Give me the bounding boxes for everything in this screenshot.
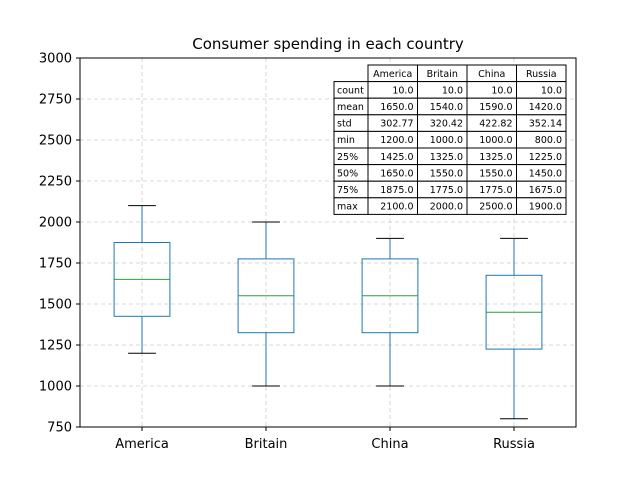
table-cell-value: 2500.0 — [479, 202, 512, 213]
y-tick-label: 1000 — [39, 380, 72, 395]
table-column-header: Russia — [526, 69, 557, 80]
table-row-label: 50% — [337, 168, 358, 179]
y-axis: 750 1000 1250 1500 1750 2000 2250 2500 2750 3000 — [39, 52, 80, 436]
table-cell-value: 800.0 — [535, 135, 562, 146]
box-britain — [237, 221, 295, 387]
statistics-table: America Britain China Russia count 10.0 10.0 10… — [333, 64, 567, 215]
table-row-label: min — [337, 135, 355, 146]
table-cell-value: 1225.0 — [529, 152, 562, 163]
table-cell-value: 1325.0 — [479, 152, 512, 163]
table-cell-value: 1420.0 — [529, 102, 562, 113]
table-cell-value: 1675.0 — [529, 185, 562, 196]
table-cell-value: 352.14 — [529, 119, 562, 130]
table-cell-value: 320.42 — [430, 119, 463, 130]
table-row-label: 75% — [337, 185, 358, 196]
box-china — [361, 237, 419, 387]
x-tick-label: China — [371, 437, 408, 452]
table-cell-value: 422.82 — [479, 119, 512, 130]
table-cell-value: 1775.0 — [479, 185, 512, 196]
box-america — [113, 205, 171, 354]
table-cell-value: 1650.0 — [380, 168, 413, 179]
y-tick-label: 2500 — [39, 134, 72, 149]
table-row-label: std — [337, 119, 352, 130]
table-cell-value: 1875.0 — [380, 185, 413, 196]
table-cell-value: 1900.0 — [529, 202, 562, 213]
table-cell-value: 1200.0 — [380, 135, 413, 146]
chart-title: Consumer spending in each country — [192, 35, 464, 53]
table-cell-value: 1550.0 — [430, 168, 463, 179]
table-cell-value: 1425.0 — [380, 152, 413, 163]
x-tick-label: Britain — [245, 437, 288, 452]
box-russia — [485, 237, 543, 420]
table-row-label: max — [337, 202, 358, 213]
table-cell-value: 302.77 — [380, 119, 413, 130]
x-tick-label: America — [115, 437, 169, 452]
table-column-header: Britain — [427, 69, 458, 80]
table-column-header: America — [373, 69, 412, 80]
table-row-label: mean — [337, 102, 364, 113]
table-row-label: 25% — [337, 152, 358, 163]
table-cell-value: 2000.0 — [430, 202, 463, 213]
table-cell-value: 1000.0 — [430, 135, 463, 146]
table-column-header: China — [478, 69, 505, 80]
box-series — [113, 135, 543, 420]
table-cell-value: 10.0 — [541, 85, 562, 96]
table-cell-value: 10.0 — [491, 85, 512, 96]
y-tick-label: 1750 — [39, 257, 72, 272]
y-tick-label: 2000 — [39, 216, 72, 231]
table-cell — [516, 197, 567, 215]
table-cell-value: 10.0 — [442, 85, 463, 96]
y-tick-label: 2250 — [39, 175, 72, 190]
y-tick-label: 2750 — [39, 93, 72, 108]
y-tick-label: 1500 — [39, 298, 72, 313]
y-tick-label: 750 — [47, 421, 72, 436]
plot-frame — [79, 57, 577, 428]
table-cell-value: 1550.0 — [479, 168, 512, 179]
table-cell-value: 10.0 — [392, 85, 413, 96]
table-cell-value: 1325.0 — [430, 152, 463, 163]
x-tick-label: Russia — [493, 437, 535, 452]
y-tick-label: 1250 — [39, 339, 72, 354]
table-cell-value: 2100.0 — [380, 202, 413, 213]
x-axis: America Britain China Russia — [115, 427, 535, 452]
y-tick-label: 3000 — [39, 52, 72, 67]
table-cell-value: 1590.0 — [479, 102, 512, 113]
table-row-label: count — [337, 85, 364, 96]
table-cell-value: 1540.0 — [430, 102, 463, 113]
table-cell-value: 1775.0 — [430, 185, 463, 196]
table-cell-value: 1000.0 — [479, 135, 512, 146]
table-cell-value: 1650.0 — [380, 102, 413, 113]
table-cell-value: 1450.0 — [529, 168, 562, 179]
